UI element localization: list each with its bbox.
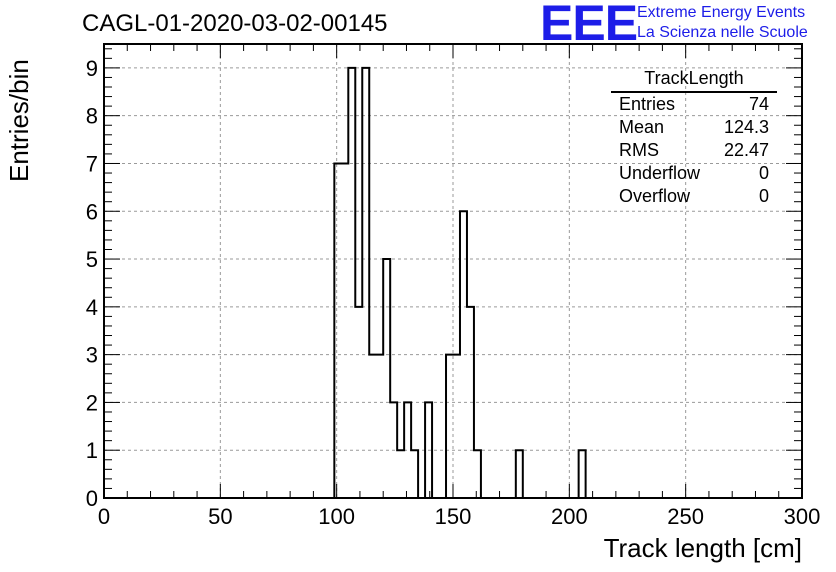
x-tick-label: 250 — [667, 504, 704, 529]
stats-label: Mean — [619, 117, 665, 137]
stats-row: Entries 74 — [611, 93, 777, 116]
stats-label: Underflow — [619, 163, 701, 183]
logo-line-2: La Scienza nelle Scuole — [637, 24, 808, 41]
stats-value: 74 — [748, 94, 769, 114]
histogram-bar — [404, 402, 411, 498]
stats-row: Underflow 0 — [611, 162, 777, 185]
histogram-bar — [446, 355, 453, 498]
stats-row: Mean 124.3 — [611, 116, 777, 139]
histogram-bar — [348, 68, 355, 498]
histogram-bars — [327, 66, 593, 499]
x-tick-label: 200 — [551, 504, 588, 529]
stats-value: 124.3 — [723, 117, 769, 137]
histogram-bar — [341, 163, 348, 498]
histogram-bar — [474, 450, 481, 498]
histogram-bar — [460, 211, 467, 498]
histogram-bar — [355, 307, 362, 498]
histogram-bar — [425, 402, 432, 498]
stats-label: Overflow — [619, 186, 691, 206]
histogram-bar — [579, 450, 586, 498]
histogram-bar — [453, 355, 460, 498]
grid-lines — [104, 44, 802, 498]
stats-box: TrackLength Entries 74 Mean 124.3 RMS 22.47… — [611, 68, 777, 208]
stats-row: RMS 22.47 — [611, 139, 777, 162]
x-tick-label: 50 — [208, 504, 232, 529]
histogram-bar — [376, 355, 383, 498]
y-tick-label: 1 — [86, 438, 98, 463]
y-tick-label: 4 — [86, 295, 98, 320]
histogram-bar — [411, 450, 418, 498]
y-tick-label: 7 — [86, 151, 98, 176]
y-tick-label: 3 — [86, 343, 98, 368]
histogram-bar — [397, 450, 404, 498]
x-tick-label: 0 — [98, 504, 110, 529]
histogram-bar — [334, 163, 341, 498]
axis-ticks — [103, 44, 803, 499]
y-tick-label: 9 — [86, 56, 98, 81]
histogram-bar — [383, 259, 390, 498]
tick-labels: 0 50 100 150 200 250 300 0 1 2 3 4 5 6 7 8 9 — [86, 56, 821, 529]
x-axis-label: Track length [cm] — [603, 533, 802, 563]
stats-value: 22.47 — [723, 140, 769, 160]
y-tick-label: 8 — [86, 104, 98, 129]
stats-value: 0 — [758, 186, 769, 206]
histogram-bar — [362, 68, 369, 498]
x-tick-label: 300 — [784, 504, 821, 529]
logo-line-1: Extreme Energy Events — [637, 4, 806, 21]
y-tick-label: 6 — [86, 199, 98, 224]
stats-title: TrackLength — [611, 68, 777, 93]
y-tick-label: 5 — [86, 247, 98, 272]
plot-frame — [103, 43, 803, 499]
stats-value: 0 — [758, 163, 769, 183]
stats-row: Overflow 0 — [611, 185, 777, 208]
y-axis-label: Entries/bin — [4, 59, 34, 182]
eee-logo: EEE — [540, 0, 638, 51]
histogram-bar — [390, 402, 397, 498]
plot-title: CAGL-01-2020-03-02-00145 — [82, 10, 388, 37]
histogram-bar — [467, 307, 474, 498]
x-tick-label: 150 — [435, 504, 472, 529]
stats-label: RMS — [619, 140, 659, 160]
histogram-bar — [516, 450, 523, 498]
histogram-bar — [369, 355, 376, 498]
y-tick-label: 2 — [86, 390, 98, 415]
x-tick-label: 100 — [318, 504, 355, 529]
stats-label: Entries — [619, 94, 676, 114]
y-tick-label: 0 — [86, 486, 98, 511]
